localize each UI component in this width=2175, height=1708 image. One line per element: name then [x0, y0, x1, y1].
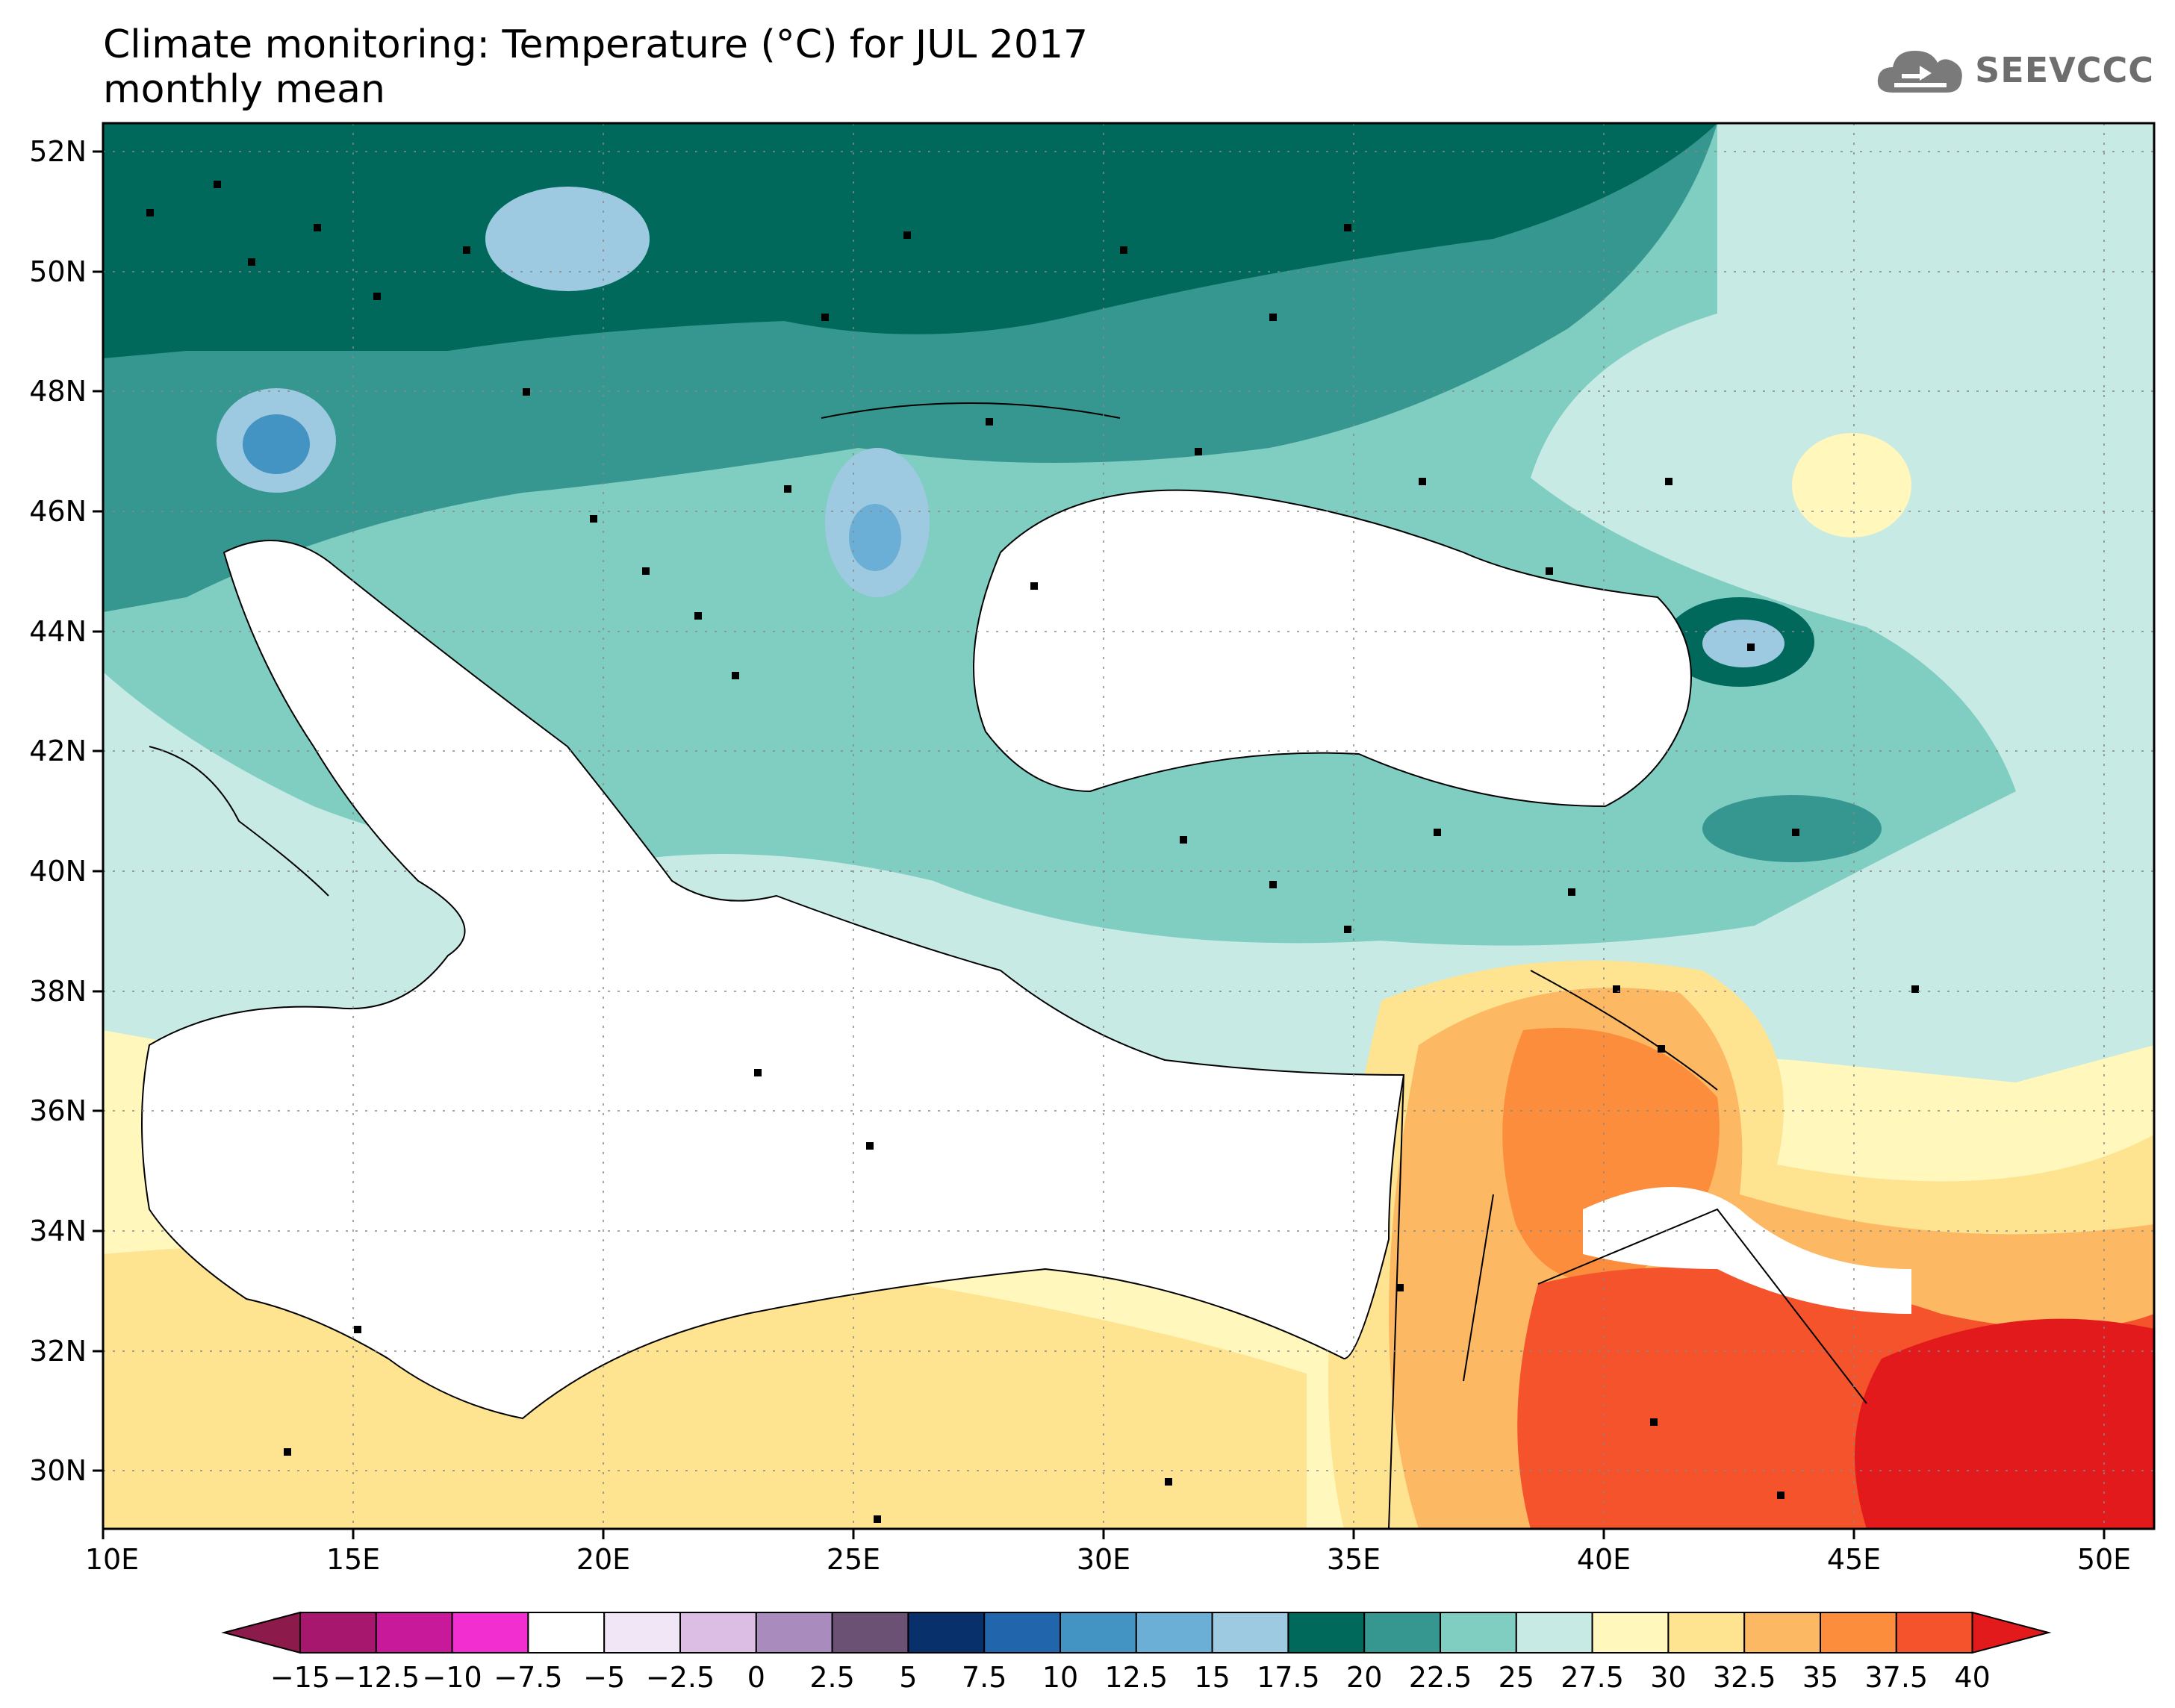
colorbar-cell — [1743, 1612, 1821, 1654]
colorbar-tick-label: 30 — [1650, 1661, 1686, 1694]
cloud-logo-icon — [1877, 51, 1962, 93]
field-12.5-15-alps — [243, 414, 310, 474]
chart-title: Climate monitoring: Temperature (°C) for… — [103, 22, 1088, 112]
lon-label: 20E — [576, 1543, 630, 1576]
colorbar-cell — [299, 1612, 377, 1654]
colorbar-tick-label: 22.5 — [1409, 1661, 1472, 1694]
lat-label: 48N — [29, 375, 87, 408]
colorbar-cell — [1287, 1612, 1366, 1654]
colorbar-cell — [1440, 1612, 1517, 1654]
colorbar-cell — [1363, 1612, 1441, 1654]
colorbar-cell — [1667, 1612, 1746, 1654]
colorbar-cell — [451, 1612, 529, 1654]
colorbar-tick-label: −12.5 — [333, 1661, 420, 1694]
colorbar-cell — [1060, 1612, 1137, 1654]
black-sea — [974, 490, 1691, 806]
lat-ticks — [93, 150, 103, 1472]
colorbar — [221, 1611, 2052, 1654]
lon-ticks — [102, 1529, 2106, 1539]
lon-label: 10E — [85, 1543, 139, 1576]
colorbar-tick-label: 17.5 — [1257, 1661, 1320, 1694]
colorbar-tick-label: 10 — [1042, 1661, 1078, 1694]
lon-label: 40E — [1577, 1543, 1631, 1576]
colorbar-tick-label: −15 — [270, 1661, 330, 1694]
logo-text: SEEVCCC — [1975, 50, 2154, 90]
lat-label: 30N — [29, 1454, 87, 1487]
title-line-2: monthly mean — [103, 67, 385, 112]
lon-label: 25E — [827, 1543, 880, 1576]
lat-label: 46N — [29, 495, 87, 528]
colorbar-tick-label: 12.5 — [1104, 1661, 1168, 1694]
colorbar-tick-label: −10 — [422, 1661, 482, 1694]
mediterranean-sea — [142, 540, 1404, 1418]
lat-label: 52N — [29, 135, 87, 168]
lat-label: 32N — [29, 1335, 87, 1368]
colorbar-cell — [221, 1611, 301, 1654]
colorbar-cell — [1211, 1612, 1289, 1654]
colorbar-tick-label: 27.5 — [1561, 1661, 1624, 1694]
lon-label: 30E — [1077, 1543, 1130, 1576]
lat-label: 34N — [29, 1215, 87, 1247]
gridlines — [103, 123, 2154, 1529]
lon-label: 45E — [1827, 1543, 1881, 1576]
colorbar-tick-label: 35 — [1802, 1661, 1838, 1694]
lat-label: 40N — [29, 855, 87, 888]
field-15-17.5-carpathians — [849, 504, 901, 571]
station-markers — [146, 181, 1919, 1523]
colorbar-cell — [983, 1612, 1061, 1654]
colorbar-cell — [1515, 1612, 1593, 1654]
colorbar-cell — [527, 1612, 606, 1654]
map-frame — [102, 122, 2156, 1530]
lat-label: 50N — [29, 255, 87, 288]
lon-labels: 10E 15E 20E 25E 30E 35E 40E 45E 50E — [85, 1543, 2131, 1576]
lat-label: 42N — [29, 735, 87, 767]
field-30-32.5-caspian — [1792, 433, 1911, 537]
title-line-1: Climate monitoring: Temperature (°C) for… — [103, 22, 1089, 67]
colorbar-tick-label: 5 — [899, 1661, 917, 1694]
colorbar-cell — [1820, 1612, 1897, 1654]
colorbar-tick-label: 20 — [1346, 1661, 1382, 1694]
lat-label: 38N — [29, 975, 87, 1008]
lat-label: 44N — [29, 615, 87, 648]
colorbar-cell — [603, 1612, 682, 1654]
colorbar-tick-label: 0 — [747, 1661, 765, 1694]
colorbar-cell — [1135, 1612, 1213, 1654]
colorbar-cell — [831, 1612, 909, 1654]
colorbar-cell — [1971, 1611, 2052, 1654]
colorbar-tick-label: 25 — [1499, 1661, 1534, 1694]
colorbar-tick-label: 15 — [1194, 1661, 1230, 1694]
colorbar-cell — [1591, 1612, 1670, 1654]
lat-labels: 52N 50N 48N 46N 44N 42N 40N 38N 36N 34N … — [29, 135, 87, 1487]
coastlines — [141, 402, 1867, 1529]
colorbar-tick-label: −2.5 — [646, 1661, 715, 1694]
lon-label: 50E — [2077, 1543, 2131, 1576]
lat-label: 36N — [29, 1094, 87, 1127]
lon-label: 35E — [1327, 1543, 1381, 1576]
colorbar-tick-label: 7.5 — [962, 1661, 1006, 1694]
colorbar-labels: −15 −12.5 −10 −7.5 −5 −2.5 0 2.5 5 7.5 10 12.5 15 17.… — [270, 1661, 1991, 1694]
colorbar-cell — [375, 1612, 453, 1654]
colorbar-cell — [755, 1612, 833, 1654]
colorbar-cell — [1895, 1612, 1973, 1654]
colorbar-tick-label: 32.5 — [1713, 1661, 1776, 1694]
colorbar-tick-label: −7.5 — [494, 1661, 562, 1694]
colorbar-tick-label: 37.5 — [1864, 1661, 1928, 1694]
colorbar-tick-label: 40 — [1954, 1661, 1990, 1694]
colorbar-cell — [679, 1612, 757, 1654]
no-data-region — [1583, 1187, 1911, 1314]
field-17.5-20-tatra — [485, 187, 650, 291]
field-20-22.5 — [103, 123, 1717, 358]
map-fields — [103, 123, 2154, 1529]
colorbar-tick-label: 2.5 — [809, 1661, 854, 1694]
seevccc-logo: SEEVCCC — [1872, 40, 2154, 100]
lon-label: 15E — [326, 1543, 380, 1576]
field-40-plus — [1855, 1318, 2154, 1529]
field-17.5-20-caucasus — [1702, 620, 1785, 667]
colorbar-tick-label: −5 — [583, 1661, 625, 1694]
colorbar-cell — [907, 1612, 986, 1654]
